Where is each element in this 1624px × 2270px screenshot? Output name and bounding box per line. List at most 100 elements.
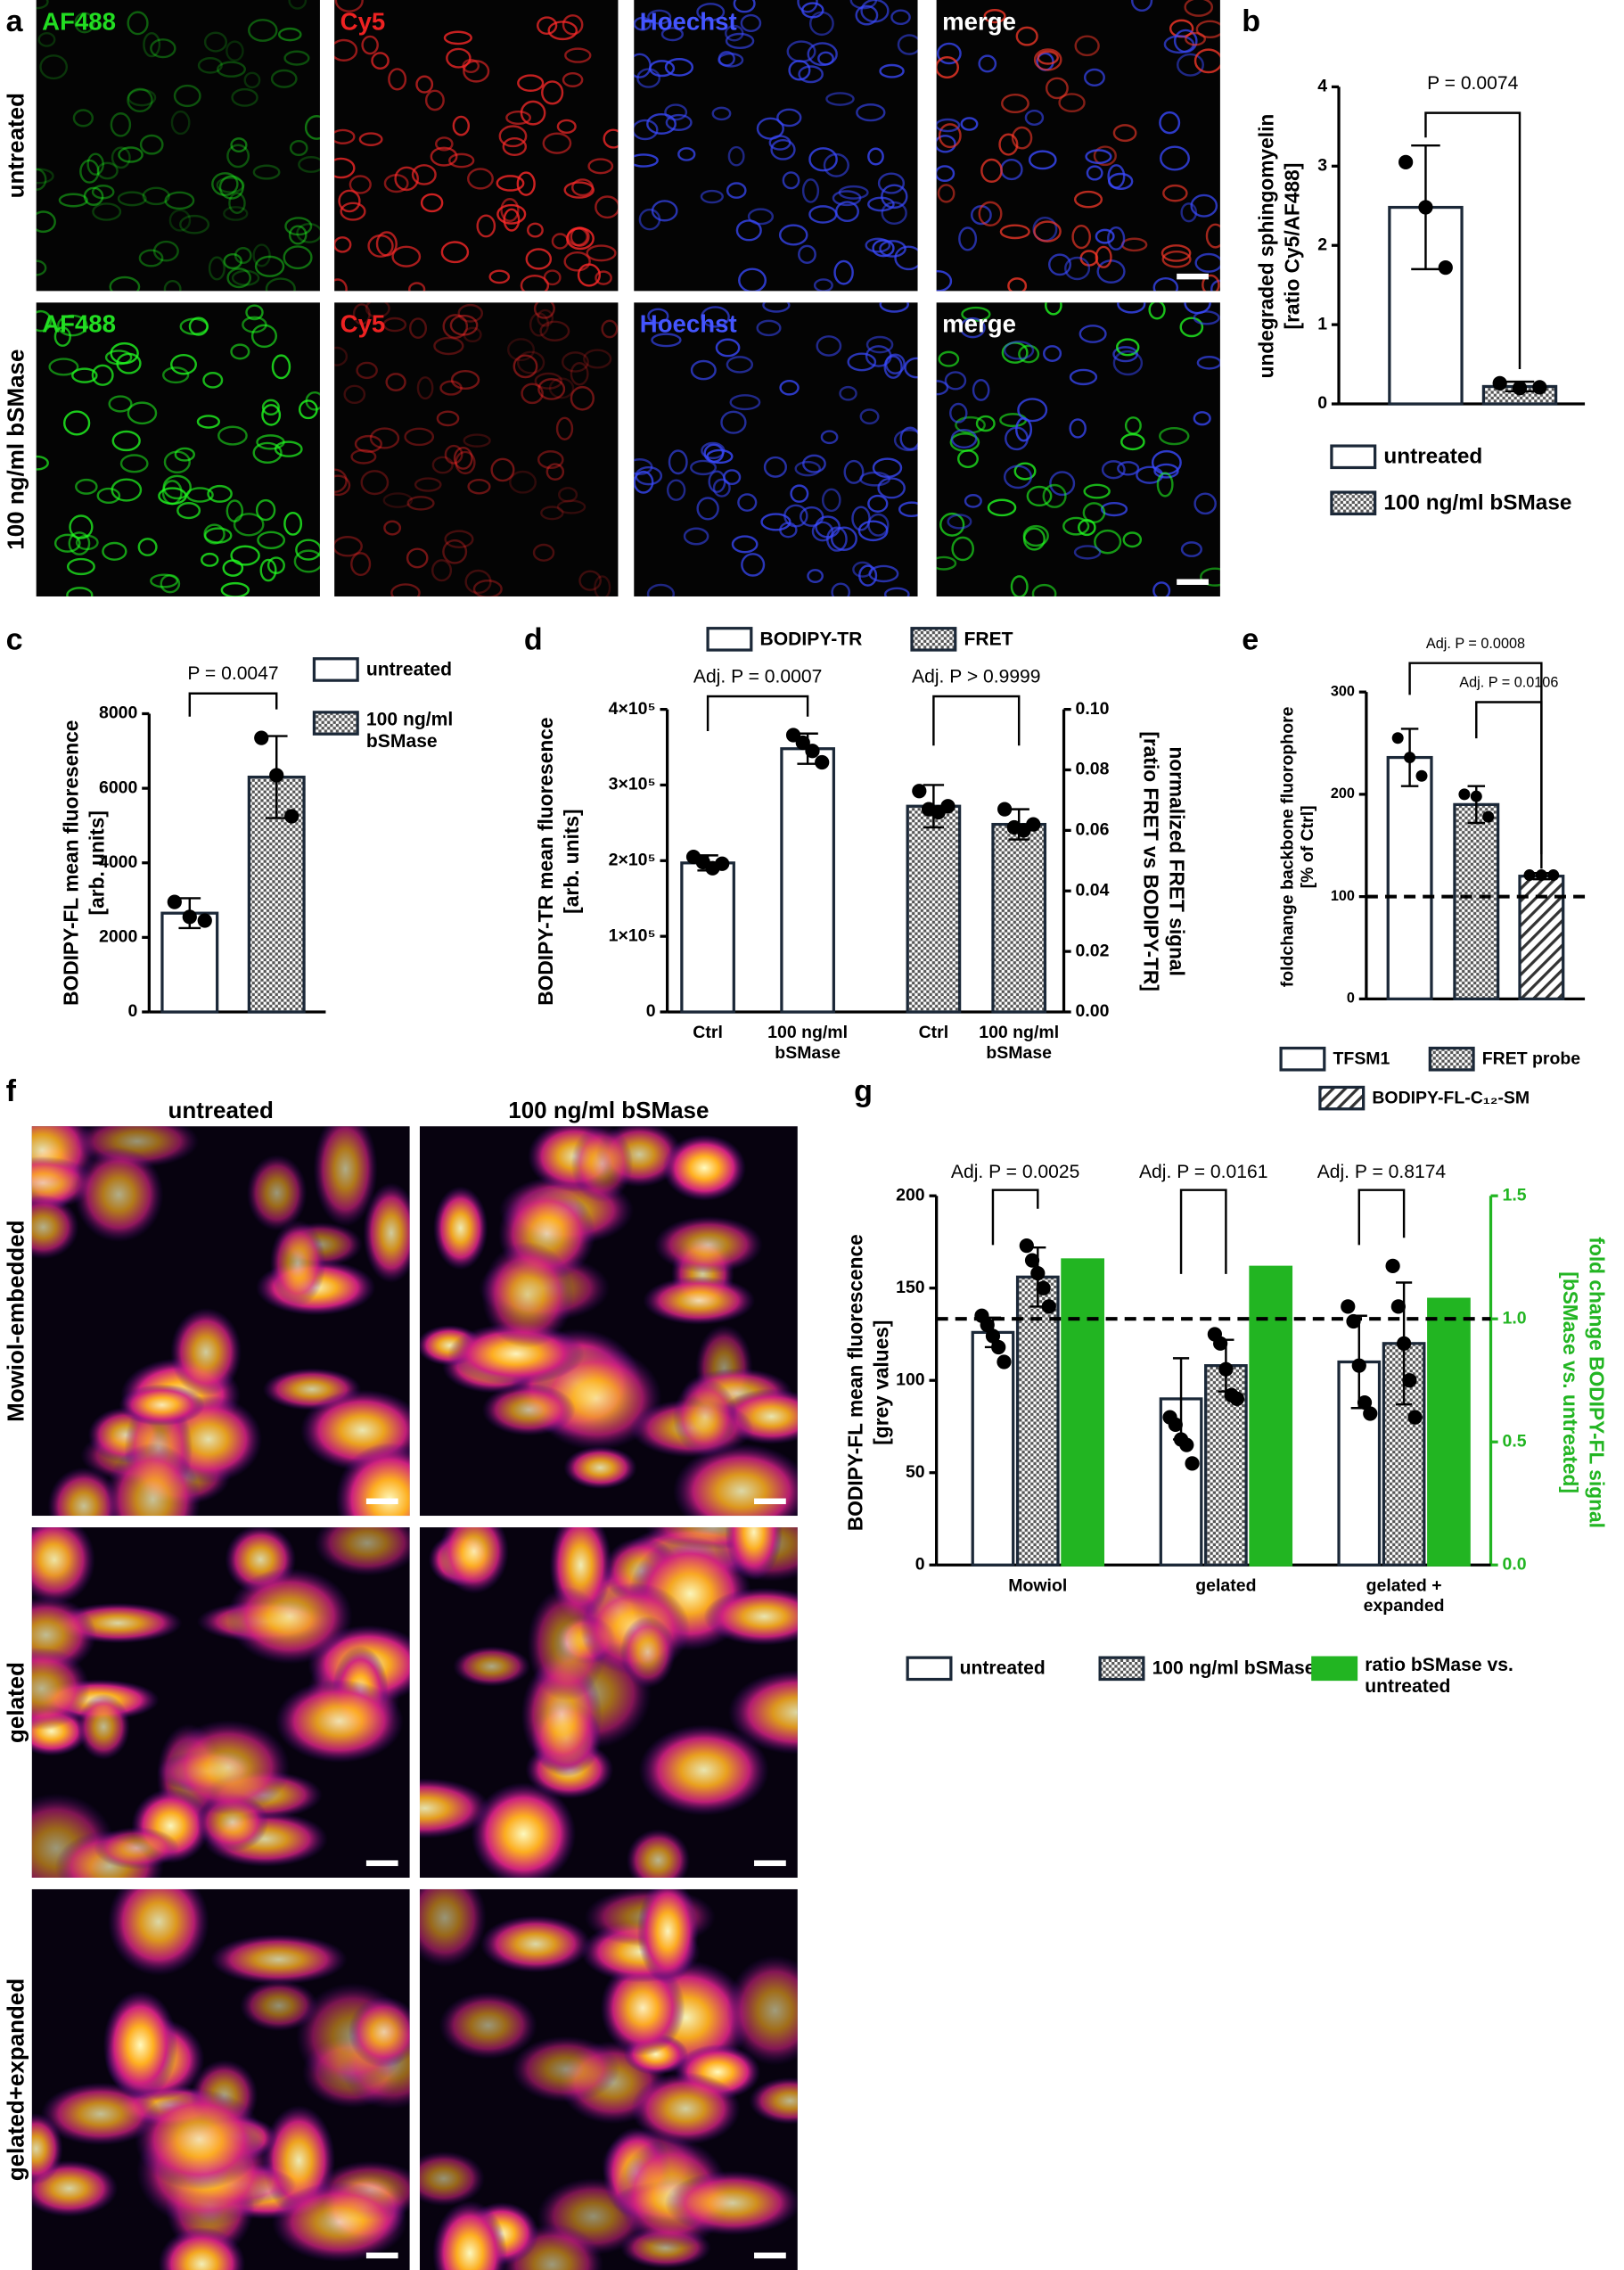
cell-signal [790, 484, 809, 503]
cell-signal [408, 282, 426, 292]
cell-signal [170, 110, 191, 136]
micrograph [634, 302, 918, 596]
cell-signal [726, 182, 747, 199]
cell-signal [936, 56, 960, 79]
row-label: untreated [2, 93, 29, 198]
cell-signal [521, 382, 544, 405]
cell-signal [794, 460, 821, 477]
cell-signal [350, 448, 377, 465]
cell-signal [230, 545, 260, 566]
y-tick-label: 100 [1331, 888, 1355, 904]
cell-signal [31, 1647, 90, 1731]
y-axis-label: BODIPY-FL mean fluorescence [843, 1234, 866, 1531]
cell-signal [539, 320, 570, 341]
y-tick-label: 2 [1317, 234, 1327, 254]
cell-signal [40, 2082, 160, 2146]
p-value: Adj. P > 0.9999 [912, 666, 1040, 687]
cell-signal [408, 317, 428, 339]
cell-signal [443, 30, 472, 45]
cell-signal [711, 106, 732, 121]
cell-signal [619, 1616, 676, 1689]
cell-signal [551, 233, 570, 250]
error-bar [1218, 1338, 1234, 1393]
cell-signal [358, 132, 383, 146]
significance-bracket [1179, 1188, 1227, 1274]
data-point [1458, 788, 1471, 801]
data-point [1041, 1299, 1056, 1314]
cell-signal [727, 1670, 798, 1755]
cell-signal [53, 326, 71, 347]
cell-signal [817, 51, 834, 66]
significance-bracket [1475, 701, 1543, 869]
cell-signal [601, 319, 619, 339]
y-axis-label: [ratio Cy5/AF488] [1281, 163, 1304, 330]
cell-signal [503, 208, 521, 232]
cell-signal [1107, 226, 1126, 251]
cell-signal [999, 224, 1030, 240]
cell-signal [506, 338, 536, 362]
cell-signal [683, 527, 709, 546]
cell-signal [855, 4, 879, 26]
cell-signal [202, 372, 224, 389]
channel-label: merge [942, 7, 1016, 35]
y-tick-label: 1 [1317, 314, 1327, 333]
cell-signal [174, 447, 195, 462]
bar [1249, 1265, 1293, 1567]
cell-signal [959, 317, 986, 339]
cell-signal [218, 175, 244, 200]
cell-signal [334, 468, 348, 494]
cell-signal [348, 1996, 410, 2068]
p-value: Adj. P = 0.0008 [1426, 636, 1525, 652]
micrograph-clip [419, 1888, 798, 2270]
cell-signal [62, 410, 91, 436]
cell-signal [102, 541, 127, 561]
data-point [1179, 1437, 1194, 1452]
significance-bracket [991, 1188, 1039, 1246]
channel-label: Hoechst [640, 310, 737, 338]
cell-signal [537, 308, 554, 327]
cell-signal [577, 263, 601, 287]
cell-signal [868, 564, 899, 583]
bar [1453, 802, 1500, 1000]
cell-signal [856, 103, 886, 122]
cell-signal [626, 1829, 691, 1878]
cell-signal [939, 512, 965, 537]
cell-signal [363, 1182, 410, 1284]
cell-signal [807, 42, 838, 67]
cell-signal [533, 302, 555, 319]
cell-signal [561, 351, 589, 373]
cell-signal [296, 222, 320, 243]
x-tick-label: Ctrl [693, 1023, 723, 1043]
cell-signal [404, 427, 435, 447]
cell-signal [58, 193, 88, 208]
cell-signal [138, 249, 164, 267]
cell-signal [77, 1693, 130, 1760]
cell-signal [127, 11, 149, 36]
cell-signal [75, 478, 98, 495]
cell-signal [334, 474, 351, 497]
cell-signal [600, 1960, 685, 2056]
cell-signal [127, 88, 157, 107]
cell-signal [723, 469, 742, 486]
cell-signal [516, 171, 536, 196]
p-value: Adj. P = 0.0106 [1459, 675, 1558, 691]
cell-signal [1193, 48, 1220, 74]
cell-signal [726, 356, 754, 374]
cell-signal [725, 1527, 783, 1581]
cell-signal [164, 191, 195, 210]
cell-signal [334, 346, 349, 366]
cell-signal [161, 366, 190, 384]
channel-label: Cy5 [340, 310, 386, 338]
micrograph [36, 0, 320, 292]
cell-signal [958, 226, 978, 251]
y-tick-label: 0 [646, 1001, 656, 1021]
cell-signal [660, 27, 684, 42]
y-tick-label: 0 [915, 1554, 925, 1574]
legend-swatch [312, 711, 359, 736]
cell-signal [883, 587, 910, 596]
cell-signal [947, 514, 972, 530]
cell-signal [703, 1587, 798, 1646]
cell-signal [502, 136, 528, 157]
cell-signal [419, 1888, 487, 1968]
